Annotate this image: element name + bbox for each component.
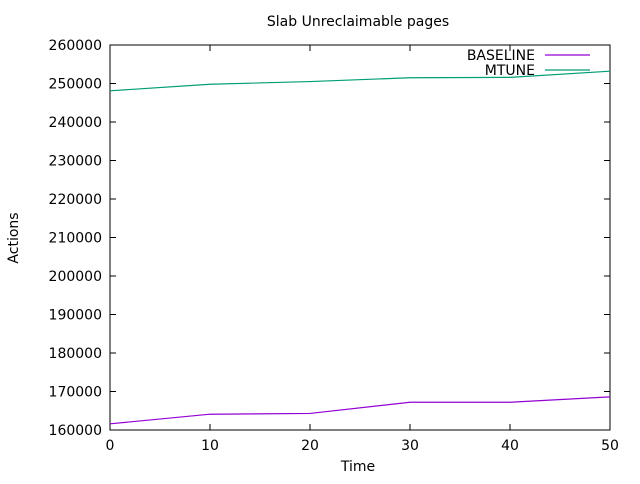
x-tick-label: 0 bbox=[106, 438, 115, 454]
legend-label: BASELINE bbox=[467, 48, 535, 64]
axes: 160000 170000 180000 190000 200000 210000 2200… bbox=[49, 38, 619, 454]
y-tick-label: 210000 bbox=[49, 231, 102, 247]
chart-title: Slab Unreclaimable pages bbox=[267, 14, 449, 30]
x-tick-label: 50 bbox=[601, 438, 619, 454]
y-tick-label: 230000 bbox=[49, 154, 102, 170]
y-tick-label: 160000 bbox=[49, 423, 102, 439]
series-group bbox=[109, 70, 611, 425]
x-tick-label: 40 bbox=[501, 438, 519, 454]
y-tick-label: 180000 bbox=[49, 346, 102, 362]
series-line-baseline bbox=[109, 396, 611, 425]
legend-label: MTUNE bbox=[485, 63, 535, 79]
y-axis-label: Actions bbox=[6, 212, 22, 263]
y-tick-label: 240000 bbox=[49, 115, 102, 131]
series-line-mtune bbox=[109, 70, 611, 92]
y-tick-label: 200000 bbox=[49, 269, 102, 285]
plot-frame bbox=[109, 44, 611, 431]
y-tick-label: 260000 bbox=[49, 38, 102, 54]
x-tick-label: 30 bbox=[401, 438, 419, 454]
x-axis-label: Time bbox=[340, 459, 375, 475]
x-tick-label: 10 bbox=[201, 438, 219, 454]
y-tick-label: 190000 bbox=[49, 308, 102, 324]
y-tick-label: 170000 bbox=[49, 385, 102, 401]
y-tick-label: 220000 bbox=[49, 192, 102, 208]
y-tick-label: 250000 bbox=[49, 77, 102, 93]
x-tick-label: 20 bbox=[301, 438, 319, 454]
